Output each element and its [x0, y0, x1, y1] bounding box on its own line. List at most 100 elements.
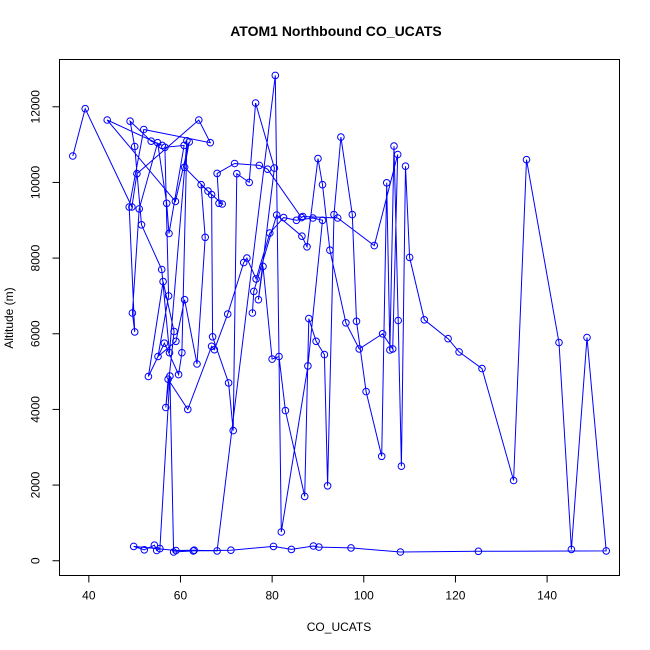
data-point — [444, 334, 452, 343]
data-point — [159, 277, 167, 286]
series-line — [72, 75, 607, 553]
data-point — [218, 200, 226, 208]
data-point — [204, 187, 212, 195]
data-point — [125, 203, 133, 211]
data-point — [272, 211, 281, 219]
data-point — [583, 333, 591, 342]
data-point — [230, 159, 239, 168]
data-point — [250, 287, 258, 296]
data-point — [174, 370, 183, 379]
data-point — [275, 352, 283, 361]
data-point — [315, 543, 323, 551]
data-point — [394, 316, 403, 325]
data-point — [164, 292, 173, 300]
data-point — [195, 116, 203, 124]
data-point — [255, 161, 264, 170]
data-point — [208, 333, 217, 341]
data-point — [279, 213, 288, 222]
data-point — [130, 142, 139, 151]
x-tick-label: 40 — [82, 589, 96, 603]
data-point — [190, 546, 198, 555]
data-point — [370, 241, 379, 250]
data-point — [405, 253, 414, 262]
data-point — [126, 117, 134, 125]
data-point — [271, 71, 280, 80]
x-tick-label: 120 — [445, 589, 465, 603]
y-tick-label: 4000 — [29, 396, 43, 423]
data-point — [555, 338, 563, 347]
data-point — [259, 262, 267, 271]
data-point — [362, 387, 370, 396]
data-point — [509, 476, 518, 485]
data-point — [382, 179, 391, 187]
data-point — [320, 350, 329, 359]
data-point — [393, 150, 402, 159]
data-point — [348, 210, 357, 219]
data-point — [309, 214, 317, 222]
data-point — [193, 360, 201, 368]
data-point — [455, 348, 463, 356]
data-point — [602, 547, 611, 555]
data-point — [287, 545, 296, 554]
data-point — [420, 316, 429, 324]
data-point — [140, 546, 149, 554]
data-point — [281, 406, 290, 415]
x-axis-label: CO_UCATS — [307, 620, 371, 634]
data-point — [337, 133, 345, 141]
data-point — [158, 141, 166, 150]
data-point — [207, 342, 216, 351]
y-tick-label: 6000 — [29, 320, 43, 347]
data-point — [318, 216, 327, 225]
data-point — [150, 541, 159, 550]
y-tick-label: 10000 — [29, 165, 43, 199]
data-point — [252, 275, 260, 283]
data-point — [69, 152, 77, 160]
y-axis-label: Altitude (m) — [2, 287, 16, 348]
data-point — [164, 375, 172, 384]
data-point — [263, 165, 272, 173]
data-point — [377, 452, 386, 461]
data-point — [144, 372, 153, 381]
data-point — [229, 426, 237, 435]
data-point — [215, 199, 223, 208]
data-point — [396, 548, 405, 556]
data-point — [133, 169, 141, 178]
data-point — [269, 542, 278, 551]
data-point — [185, 138, 193, 146]
data-point — [300, 492, 309, 501]
data-point — [227, 546, 235, 555]
data-point — [309, 542, 318, 550]
data-point — [522, 155, 531, 164]
data-point — [397, 462, 406, 471]
data-point — [251, 99, 260, 107]
data-point — [162, 403, 170, 412]
data-point — [137, 221, 146, 229]
x-axis: 40 60 80 100 120 140 — [82, 575, 557, 603]
series-layer — [69, 71, 611, 556]
data-point — [165, 348, 174, 357]
x-tick-label: 100 — [354, 589, 374, 603]
data-point — [304, 362, 312, 370]
data-point — [474, 547, 483, 556]
data-point — [103, 116, 111, 124]
data-point — [305, 314, 313, 323]
data-point — [342, 319, 350, 327]
data-point — [172, 546, 180, 555]
data-point — [266, 229, 274, 237]
data-point — [169, 548, 178, 556]
data-point — [140, 125, 148, 134]
data-point — [201, 233, 209, 242]
data-point — [154, 352, 162, 361]
data-point — [171, 197, 180, 206]
data-point — [165, 229, 173, 238]
data-point — [355, 345, 364, 353]
data-point — [314, 154, 322, 163]
y-axis: 0 2000 4000 6000 8000 10000 12000 — [29, 90, 60, 564]
data-point — [323, 482, 332, 490]
data-point — [213, 169, 221, 178]
data-point — [299, 212, 307, 221]
data-point — [254, 295, 263, 304]
data-point — [178, 348, 186, 357]
data-point — [333, 214, 342, 222]
